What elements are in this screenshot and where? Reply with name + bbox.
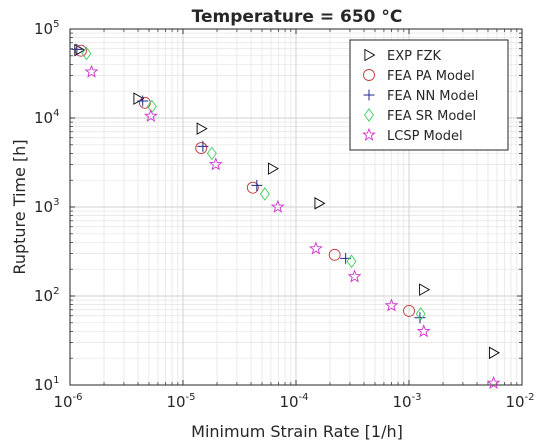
legend-label: EXP FZK bbox=[387, 49, 441, 64]
data-point bbox=[384, 298, 399, 312]
data-point bbox=[251, 179, 263, 191]
x-tick-label: 10-6 bbox=[53, 392, 82, 411]
chart-title: Temperature = 650 °C bbox=[192, 7, 403, 27]
y-axis-label: Rupture Time [h] bbox=[10, 139, 29, 274]
y-tick-label: 103 bbox=[34, 197, 59, 216]
x-tick-label: 10-4 bbox=[279, 392, 308, 411]
data-point bbox=[259, 187, 270, 201]
legend-label: FEA NN Model bbox=[387, 89, 478, 104]
data-point bbox=[81, 46, 92, 61]
data-point bbox=[74, 43, 86, 57]
data-point bbox=[84, 64, 99, 78]
data-point bbox=[414, 312, 426, 324]
legend-label: LCSP Model bbox=[387, 129, 463, 144]
legend: EXP FZK FEA PA Model FEA NN Model FEA SR Mo… bbox=[349, 39, 509, 151]
legend-marker bbox=[363, 89, 375, 101]
legend-label: FEA PA Model bbox=[387, 69, 475, 84]
axis-ticks bbox=[69, 28, 523, 386]
x-axis-label: Minimum Strain Rate [1/h] bbox=[191, 422, 403, 441]
y-tick-label: 101 bbox=[34, 375, 59, 394]
x-tick-label: 10-2 bbox=[505, 392, 534, 411]
legend-item: LCSP Model bbox=[362, 127, 463, 144]
legend-box bbox=[349, 39, 509, 151]
y-tick-labels: 101 102 103 104 105 bbox=[34, 19, 59, 394]
data-point bbox=[197, 140, 209, 152]
x-tick-label: 10-5 bbox=[166, 392, 195, 411]
data-point bbox=[416, 324, 431, 338]
legend-marker bbox=[364, 108, 374, 122]
data-point bbox=[346, 254, 357, 269]
series-4 bbox=[81, 46, 426, 321]
data-point bbox=[208, 157, 223, 171]
data-point bbox=[270, 199, 285, 213]
y-tick-label: 102 bbox=[34, 286, 59, 305]
data-point bbox=[137, 95, 149, 107]
legend-item: FEA NN Model bbox=[363, 89, 478, 104]
series-5 bbox=[84, 64, 501, 390]
data-point bbox=[347, 269, 362, 283]
legend-marker bbox=[363, 69, 375, 81]
data-point bbox=[196, 122, 208, 135]
x-tick-labels: 10-6 10-5 10-4 10-3 10-2 bbox=[53, 392, 534, 411]
legend-item: FEA SR Model bbox=[364, 108, 476, 124]
data-point bbox=[246, 181, 259, 194]
data-point bbox=[206, 146, 217, 161]
series-layer bbox=[71, 43, 501, 390]
data-point bbox=[415, 307, 426, 321]
data-point bbox=[75, 44, 87, 57]
data-point bbox=[314, 197, 326, 210]
data-point bbox=[486, 375, 501, 390]
data-point bbox=[71, 43, 83, 55]
data-point bbox=[419, 283, 431, 296]
data-point bbox=[143, 108, 158, 123]
legend-label: FEA SR Model bbox=[387, 109, 476, 124]
data-point bbox=[328, 248, 341, 261]
series-3 bbox=[71, 43, 426, 324]
data-point bbox=[488, 346, 500, 360]
data-point bbox=[267, 162, 279, 175]
legend-item: FEA PA Model bbox=[363, 69, 475, 84]
data-point bbox=[195, 142, 208, 154]
data-point bbox=[403, 304, 415, 317]
legend-marker bbox=[364, 48, 376, 62]
legend-item: EXP FZK bbox=[364, 48, 441, 64]
x-tick-label: 10-3 bbox=[392, 392, 421, 411]
legend-marker bbox=[362, 127, 376, 141]
y-tick-label: 104 bbox=[34, 108, 59, 127]
data-point bbox=[308, 241, 323, 255]
y-tick-label: 105 bbox=[34, 19, 59, 38]
